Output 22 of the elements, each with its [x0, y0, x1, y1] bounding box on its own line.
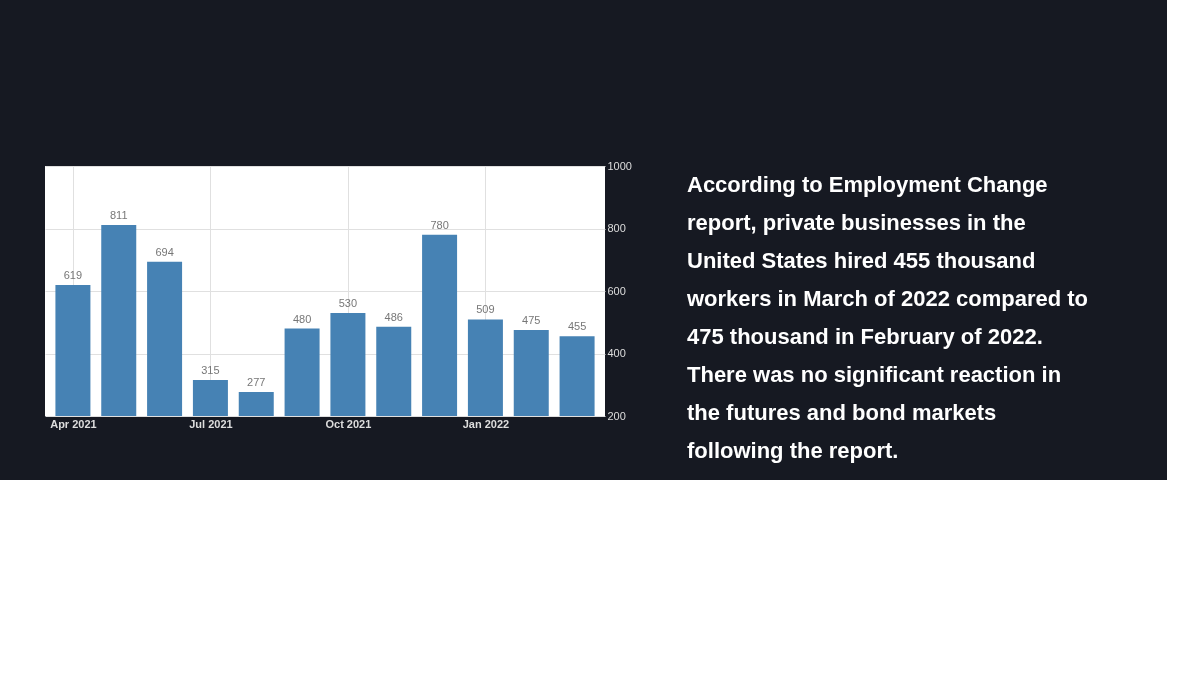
data-label: 480 — [292, 312, 312, 325]
data-label: 455 — [567, 320, 587, 333]
y-tick-label: 200 — [607, 409, 626, 422]
data-label: 277 — [247, 375, 266, 388]
x-tick-label: Jan 2022 — [462, 417, 510, 430]
data-label: 780 — [430, 218, 449, 231]
y-tick-label: 1000 — [607, 159, 632, 172]
y-tick-label: 800 — [607, 222, 626, 234]
x-tick-label: Oct 2021 — [325, 417, 372, 430]
x-tick-label: Jul 2021 — [189, 417, 233, 430]
data-label: 530 — [338, 296, 358, 309]
data-label: 315 — [201, 364, 220, 377]
data-label: 486 — [384, 310, 403, 323]
data-label: 509 — [476, 303, 495, 316]
x-tick-label: Apr 2021 — [50, 417, 97, 430]
data-label: 619 — [63, 269, 83, 282]
y-tick-label: 400 — [607, 347, 626, 359]
text: According to Employment Change report, private businesses in the United States hired 455 thousand workers in March of 2022 compared to 475 thousand in February of 2022. There was no significant reaction in the futures and bond markets following the report. — [686, 172, 1089, 463]
data-label: 475 — [522, 314, 541, 327]
data-label: 694 — [155, 245, 174, 258]
y-tick-label: 600 — [607, 284, 626, 297]
data-label: 811 — [109, 209, 128, 222]
